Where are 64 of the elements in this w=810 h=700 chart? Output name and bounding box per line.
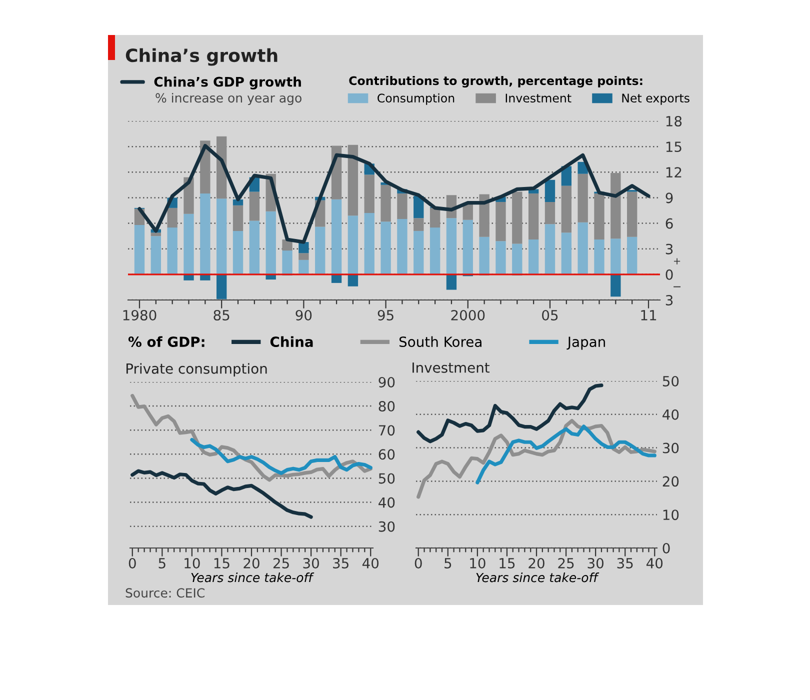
legend-label: Japan [566, 336, 605, 350]
text: + [674, 258, 680, 264]
x-axis-title: Years since take-off [191, 572, 314, 582]
chart-title: Investment [412, 362, 490, 373]
x-tick-label: 35 [333, 558, 348, 568]
x-tick-label: 95 [378, 310, 394, 320]
x-tick-label: 2000 [451, 310, 485, 320]
x-tick-label: 1980 [123, 310, 156, 320]
y-tick-label: 50 [662, 376, 679, 386]
y-tick-label: 80 [378, 401, 395, 412]
y-tick-label: 0 [666, 269, 673, 280]
legend-label: Consumption [378, 93, 454, 105]
y-tick-label: 40 [662, 409, 679, 420]
x-tick-label: 15 [500, 558, 515, 568]
x-tick-label: 40 [362, 558, 379, 568]
legend-label: China’s GDP growth [154, 76, 301, 90]
y-tick-label: 30 [662, 442, 679, 454]
legend-title: % of GDP: [128, 336, 204, 348]
x-tick-label: 20 [528, 558, 544, 568]
x-tick-label: 15 [214, 558, 230, 568]
legend-title: Contributions to growth, percentage points: [349, 76, 642, 88]
y-tick-label: 60 [378, 449, 395, 460]
legend-label: Net exports [622, 94, 690, 105]
y-tick-label: 15 [666, 142, 682, 152]
chart-title: China’s growth [126, 48, 278, 66]
x-tick-label: 30 [588, 558, 604, 568]
y-tick-label: 18 [666, 116, 682, 126]
y-tick-label: 40 [378, 497, 395, 508]
x-tick-label: 0 [414, 558, 422, 568]
y-tick-label: 0 [662, 542, 670, 554]
y-tick-label: 12 [666, 167, 682, 178]
legend-label: China [270, 336, 313, 348]
text: % increase on year ago [156, 92, 302, 106]
y-tick-label: 3 [666, 244, 673, 254]
y-tick-label: 90 [378, 376, 395, 388]
legend-label: Investment [506, 94, 572, 103]
x-tick-label: 10 [470, 558, 486, 568]
x-tick-label: 5 [444, 558, 452, 568]
text: − [674, 286, 680, 288]
x-tick-label: 40 [646, 558, 663, 568]
x-tick-label: 5 [158, 558, 166, 568]
x-tick-label: 90 [296, 310, 312, 320]
y-tick-label: 3 [666, 294, 673, 306]
x-tick-label: 20 [244, 558, 260, 568]
y-tick-label: 10 [663, 510, 679, 520]
x-tick-label: 30 [303, 558, 319, 568]
x-tick-label: 05 [542, 310, 558, 320]
source-note: Source: CEIC [126, 588, 204, 598]
y-tick-label: 6 [666, 218, 673, 229]
x-tick-label: 85 [214, 310, 230, 320]
y-tick-label: 30 [378, 521, 395, 532]
chart-title: Private consumption [126, 363, 267, 377]
x-tick-label: 10 [184, 558, 200, 568]
y-tick-label: 20 [662, 476, 679, 487]
y-tick-label: 9 [666, 192, 673, 204]
x-tick-label: 11 [641, 310, 656, 320]
legend-label: South Korea [399, 336, 482, 348]
x-tick-label: 0 [128, 558, 136, 568]
x-tick-label: 35 [617, 558, 633, 568]
y-tick-label: 50 [378, 473, 395, 484]
x-axis-title: Years since take-off [476, 572, 600, 582]
y-tick-label: 70 [379, 425, 395, 436]
x-tick-label: 25 [273, 558, 289, 568]
x-tick-label: 25 [558, 558, 574, 568]
